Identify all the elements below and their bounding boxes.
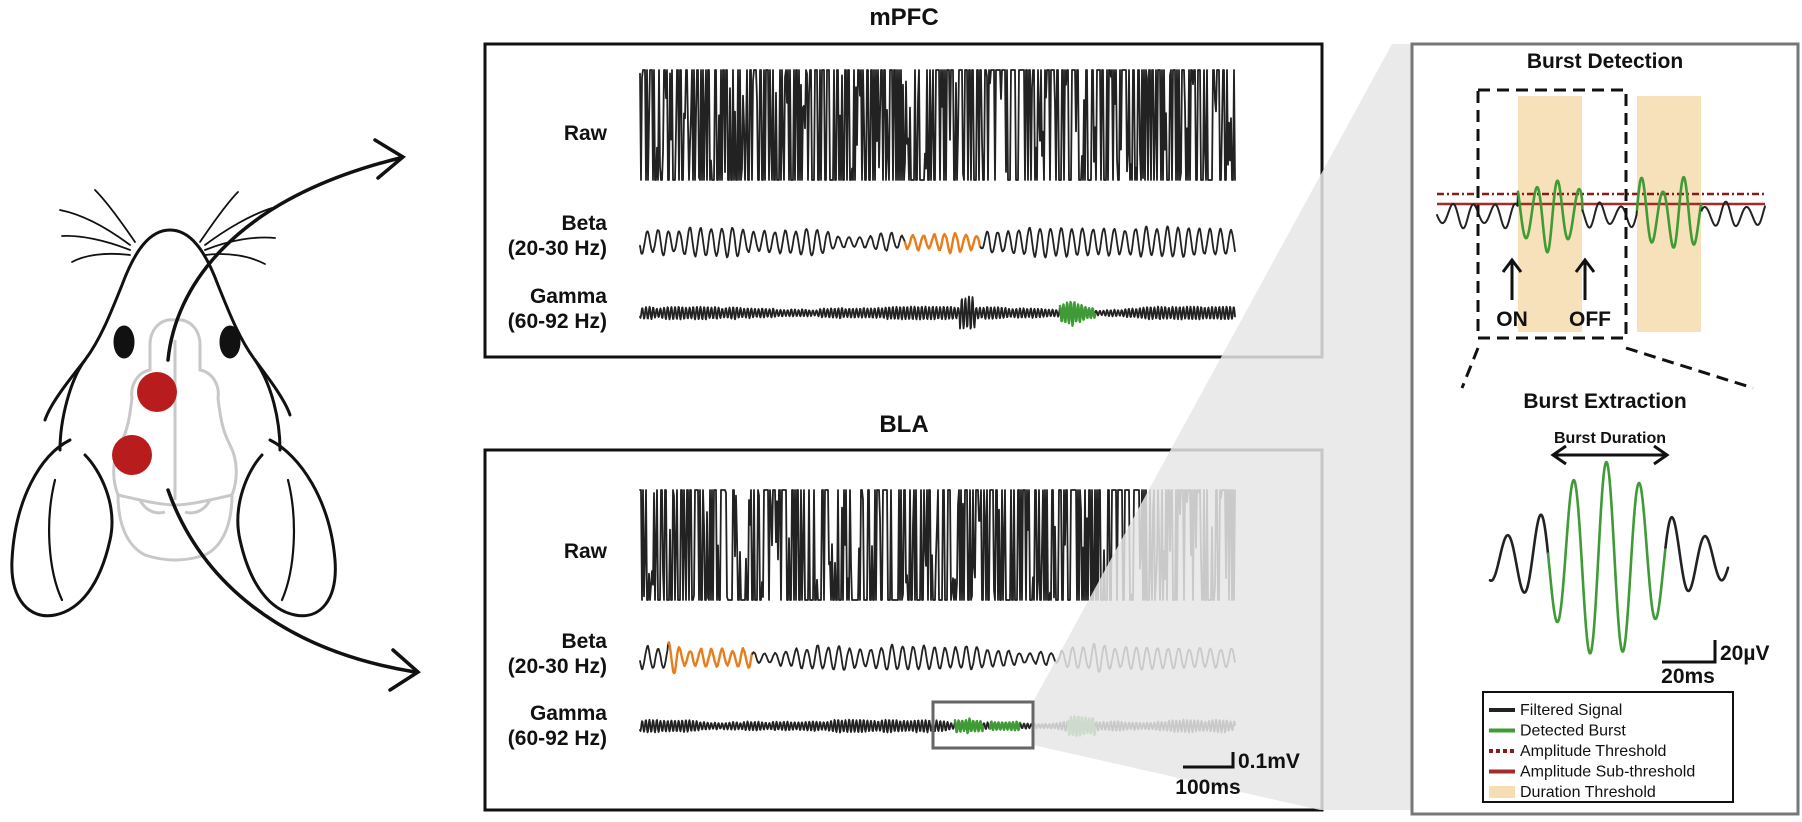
bla-beta-range-label: (20-30 Hz): [508, 655, 607, 678]
mpfc-raw-label: Raw: [564, 122, 608, 145]
legend-items: Filtered Signal Detected Burst Amplitude T…: [1489, 702, 1695, 801]
extraction-signal-segment: [1664, 515, 1730, 593]
extraction-trace: [1488, 460, 1730, 655]
bla-gamma-range-label: (60-92 Hz): [508, 727, 607, 750]
electrode-mpfc: [137, 372, 177, 412]
zoom-dash-left: [1460, 347, 1480, 389]
rat-ear-right: [236, 438, 337, 618]
mpfc-beta-label: Beta: [561, 212, 607, 235]
legend-label-2: Amplitude Threshold: [1520, 743, 1666, 760]
bla-scale-time: 100ms: [1175, 776, 1240, 799]
bla-gamma-trace: [639, 718, 956, 734]
extraction-signal-segment: [1488, 513, 1550, 594]
rat-eye-left: [113, 325, 135, 359]
bla-raw-label: Raw: [564, 540, 608, 563]
mpfc-beta-trace: [639, 226, 906, 259]
detection-zoom-box: [1476, 88, 1628, 340]
bla-beta-label: Beta: [561, 630, 607, 653]
bla-beta-trace: [666, 641, 754, 675]
detection-signal-segment: [1581, 201, 1638, 229]
rat-ear-left: [10, 438, 114, 618]
legend-box: [1482, 691, 1734, 803]
legend-label-1: Detected Burst: [1520, 723, 1626, 740]
arrow-to-bla: [166, 488, 421, 692]
detection-signal-segment: [1700, 200, 1766, 228]
rat-head-outline-icon: [10, 189, 337, 618]
mpfc-gamma-label: Gamma: [530, 285, 607, 308]
bla-gamma-trace: [953, 717, 985, 735]
zoom-wedge: [1033, 44, 1412, 810]
burst-detection-title: Burst Detection: [1527, 50, 1683, 73]
mpfc-gamma-trace: [1058, 300, 1097, 327]
legend-label-3: Amplitude Sub-threshold: [1520, 764, 1695, 781]
mpfc-beta-trace: [979, 225, 1236, 259]
mpfc-beta-range-label: (20-30 Hz): [508, 237, 607, 260]
bla-gamma-trace: [988, 720, 1022, 732]
legend-swatch-4: [1489, 786, 1515, 798]
legend-label-4: Duration Threshold: [1520, 784, 1656, 801]
rat-eye-right: [219, 325, 241, 359]
arrow-to-mpfc: [166, 138, 406, 362]
bla-gamma-label: Gamma: [530, 702, 607, 725]
bla-beta-trace: [639, 642, 669, 671]
off-arrow: [1574, 257, 1596, 300]
bla-raw-trace: [639, 489, 1236, 601]
detection-signal-segment: [1635, 175, 1703, 249]
burst-duration-label: Burst Duration: [1554, 430, 1666, 447]
extraction-scale-time: 20ms: [1661, 665, 1715, 688]
mpfc-gamma-range-label: (60-92 Hz): [508, 310, 607, 333]
bla-title: BLA: [879, 411, 928, 438]
rat-head: [43, 228, 292, 422]
off-label: OFF: [1569, 308, 1611, 331]
electrode-bla: [112, 435, 152, 475]
extraction-scale-bar: [1662, 640, 1717, 664]
mpfc-title: mPFC: [869, 4, 938, 31]
extraction-scale-voltage: 20µV: [1720, 642, 1769, 665]
whiskers: [59, 189, 276, 265]
detection-signal-segment: [1516, 179, 1584, 254]
zoom-dash-right: [1625, 346, 1754, 390]
burst-extraction-title: Burst Extraction: [1523, 390, 1686, 413]
brain-outline: [112, 318, 238, 562]
on-arrow: [1501, 257, 1523, 300]
mpfc-gamma-trace: [639, 295, 1061, 330]
bla-scale-voltage: 0.1mV: [1238, 750, 1300, 773]
extraction-signal-segment: [1546, 460, 1667, 655]
mpfc-traces: [639, 69, 1236, 330]
duration-band-1: [1518, 96, 1582, 332]
burst-panel-frame: [1410, 42, 1800, 816]
mpfc-beta-trace: [903, 231, 982, 255]
on-label: ON: [1496, 308, 1528, 331]
mpfc-raw-trace: [639, 69, 1236, 181]
mpfc-gamma-trace: [1094, 305, 1236, 321]
selected-burst-box: [931, 700, 1035, 750]
burst-duration-arrow: [1550, 444, 1670, 466]
legend-label-0: Filtered Signal: [1520, 702, 1622, 719]
bla-scale-bar: [1183, 752, 1235, 769]
